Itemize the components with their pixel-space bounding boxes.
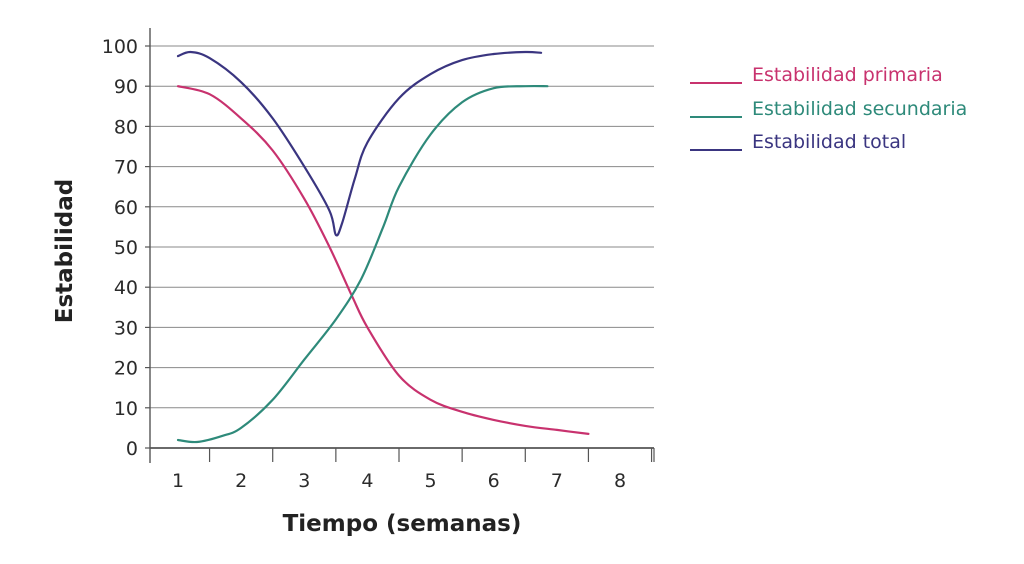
y-tick-label: 100 [102, 36, 138, 58]
y-tick-label: 30 [114, 317, 138, 339]
y-axis-title: Estabilidad [52, 179, 78, 323]
x-tick-label: 4 [361, 470, 373, 492]
y-tick-label: 20 [114, 358, 138, 380]
x-tick-labels: 1 2 3 4 5 6 7 8 [172, 470, 626, 492]
x-tick-label: 2 [235, 470, 247, 492]
x-tick-label: 7 [551, 470, 563, 492]
legend-label-primaria: Estabilidad primaria [752, 64, 943, 86]
y-tick-label: 70 [114, 157, 138, 179]
axes [149, 28, 655, 463]
y-tick-label: 0 [126, 438, 138, 460]
y-tick-label: 10 [114, 398, 138, 420]
legend-label-total: Estabilidad total [752, 131, 906, 153]
series-line-total [176, 50, 543, 237]
x-tick-label: 1 [172, 470, 184, 492]
x-tick-label: 6 [488, 470, 500, 492]
legend: Estabilidad primaria Estabilidad secundar… [690, 64, 967, 153]
y-tick-labels: 0 10 20 30 40 50 60 70 80 90 100 [102, 36, 138, 460]
gridlines [145, 45, 654, 449]
x-tick-label: 3 [298, 470, 310, 492]
x-tick-label: 8 [614, 470, 626, 492]
x-tick-label: 5 [425, 470, 437, 492]
series-lines [176, 50, 590, 444]
y-tick-label: 80 [114, 116, 138, 138]
x-axis-title: Tiempo (semanas) [283, 511, 522, 537]
y-tick-label: 90 [114, 76, 138, 98]
legend-label-secundaria: Estabilidad secundaria [752, 98, 967, 120]
y-tick-label: 50 [114, 237, 138, 259]
series-line-primaria [176, 85, 590, 435]
series-line-secundaria [176, 84, 549, 444]
y-tick-label: 40 [114, 277, 138, 299]
y-tick-label: 60 [114, 197, 138, 219]
